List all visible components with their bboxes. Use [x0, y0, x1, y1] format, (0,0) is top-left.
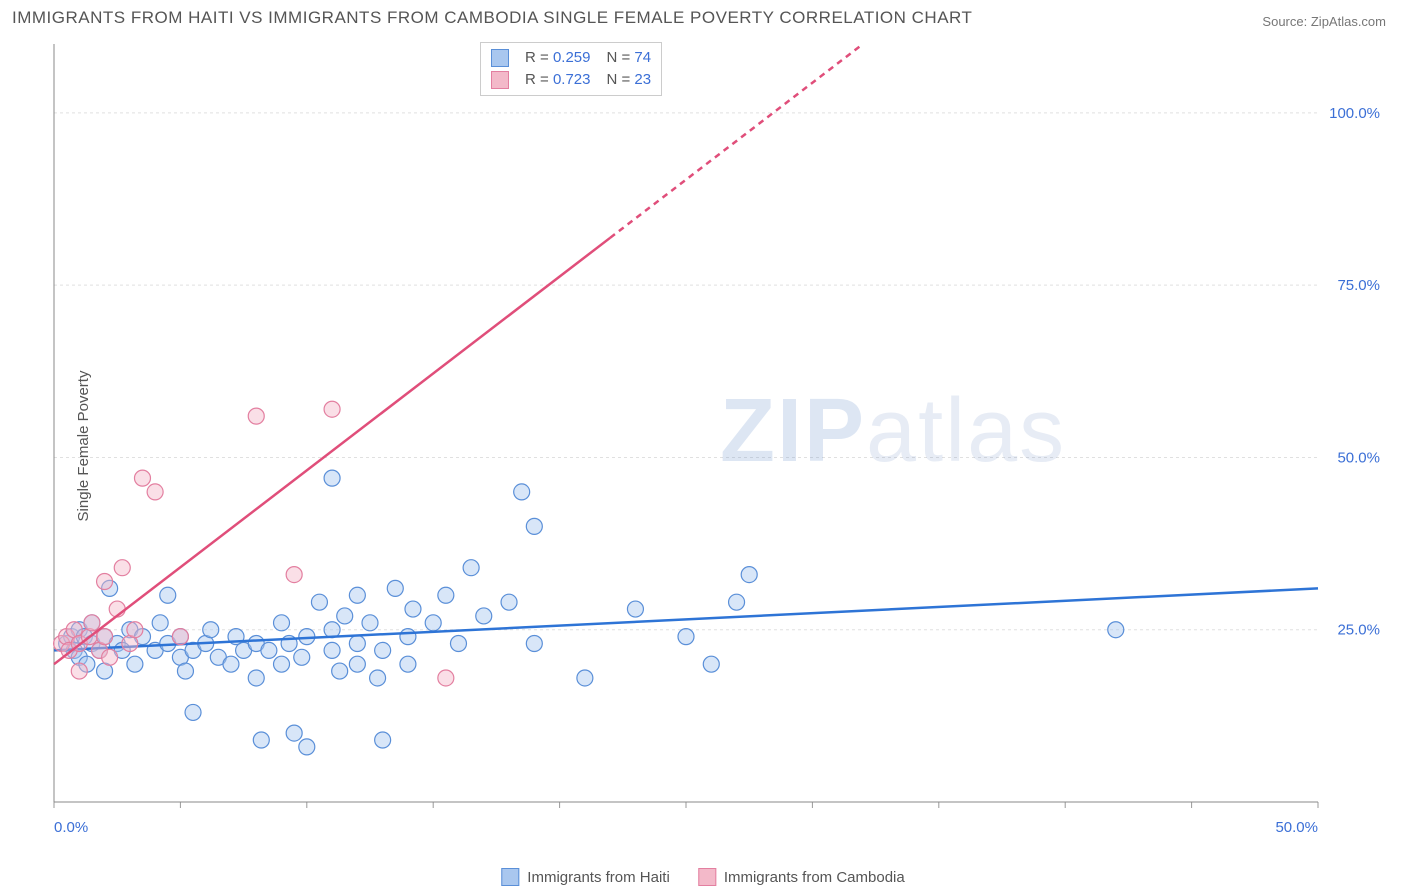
- svg-text:75.0%: 75.0%: [1337, 277, 1380, 294]
- series-swatch: [491, 49, 509, 67]
- legend-swatch: [501, 868, 519, 886]
- legend-item: Immigrants from Cambodia: [698, 868, 905, 886]
- stats-legend-box: R = 0.259 N = 74 R = 0.723 N = 23: [480, 42, 662, 96]
- stats-row: R = 0.723 N = 23: [491, 69, 651, 91]
- source-label: Source: ZipAtlas.com: [1262, 14, 1386, 29]
- svg-text:0.0%: 0.0%: [54, 819, 88, 836]
- svg-text:50.0%: 50.0%: [1337, 449, 1380, 466]
- correlation-chart: 25.0% 50.0% 75.0% 100.0% 0.0% 50.0%: [48, 38, 1388, 838]
- chart-title: IMMIGRANTS FROM HAITI VS IMMIGRANTS FROM…: [12, 8, 972, 28]
- svg-text:50.0%: 50.0%: [1275, 819, 1318, 836]
- svg-text:100.0%: 100.0%: [1329, 105, 1380, 122]
- svg-text:25.0%: 25.0%: [1337, 622, 1380, 639]
- series-legend: Immigrants from Haiti Immigrants from Cam…: [501, 868, 904, 886]
- stats-row: R = 0.259 N = 74: [491, 47, 651, 69]
- legend-swatch: [698, 868, 716, 886]
- legend-item: Immigrants from Haiti: [501, 868, 670, 886]
- series-swatch: [491, 71, 509, 89]
